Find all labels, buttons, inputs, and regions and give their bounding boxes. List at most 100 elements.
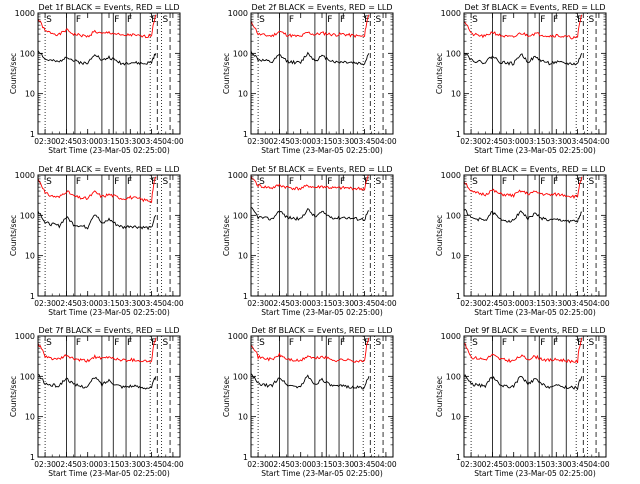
series-line (37, 337, 157, 363)
x-tick-label: 03:00 (503, 299, 525, 308)
x-axis-label: Start Time (23-Mar-05 02:25:00) (261, 469, 383, 478)
y-tick-label: 100 (20, 211, 35, 220)
x-tick-label: 03:45 (141, 299, 163, 308)
x-tick-label: 04:00 (375, 299, 397, 308)
series-line (463, 176, 583, 199)
y-tick-label: 100 (20, 49, 35, 58)
event-marker-label: F (540, 15, 545, 25)
x-tick-label: 03:15 (98, 299, 120, 308)
event-marker-label: F (76, 177, 81, 187)
series-line (37, 210, 157, 231)
event-marker-label: S (472, 15, 478, 25)
event-marker-label: F (114, 177, 119, 187)
plot-frame (250, 174, 394, 297)
x-tick-label: 03:45 (141, 137, 163, 146)
y-tick-label: 10 (451, 413, 461, 422)
x-tick-label: 03:30 (332, 299, 354, 308)
event-marker-label: S (259, 338, 265, 348)
x-tick-label: 03:00 (290, 460, 312, 469)
y-tick-label: 10 (238, 90, 248, 99)
event-marker-label: S (472, 177, 478, 187)
x-tick-label: 03:45 (354, 299, 376, 308)
event-marker-label: F (127, 338, 132, 348)
y-tick-label: 1000 (228, 332, 248, 341)
event-marker-label: F (327, 338, 332, 348)
series-line (250, 50, 370, 66)
series-line (463, 52, 583, 66)
plot-frame (463, 174, 607, 297)
series-line (250, 14, 370, 39)
y-tick-label: 1000 (441, 171, 461, 180)
x-tick-label: 03:45 (141, 460, 163, 469)
plot-frame (37, 335, 181, 458)
event-marker-label: S (472, 338, 478, 348)
y-axis-label: Counts/sec (9, 376, 18, 417)
y-tick-label: 1000 (228, 171, 248, 180)
x-tick-label: 03:15 (311, 460, 333, 469)
event-marker-label: F (340, 15, 345, 25)
event-marker-label: S (46, 177, 52, 187)
x-tick-label: 02:45 (56, 137, 78, 146)
y-tick-label: 100 (446, 211, 461, 220)
y-axis-label: Counts/sec (222, 215, 231, 256)
event-marker-label: S (589, 177, 595, 187)
x-tick-label: 03:30 (119, 137, 141, 146)
x-tick-label: 02:45 (482, 460, 504, 469)
event-marker-label: F (502, 15, 507, 25)
event-marker-label: S (46, 338, 52, 348)
series-line (250, 174, 370, 192)
y-axis-label: Counts/sec (222, 53, 231, 94)
y-tick-label: 100 (446, 49, 461, 58)
x-tick-label: 02:45 (482, 137, 504, 146)
y-axis-label: Counts/sec (222, 376, 231, 417)
y-tick-label: 1000 (15, 332, 35, 341)
x-tick-label: 03:15 (524, 137, 546, 146)
panel-title: Det 4f BLACK = Events, RED = LLD (38, 165, 179, 174)
x-axis-label: Start Time (23-Mar-05 02:25:00) (48, 469, 170, 478)
x-tick-label: 02:45 (269, 137, 291, 146)
x-axis-label: Start Time (23-Mar-05 02:25:00) (474, 308, 596, 317)
x-tick-label: 02:45 (269, 460, 291, 469)
event-marker-label: F (76, 338, 81, 348)
y-axis-label: Counts/sec (435, 376, 444, 417)
x-tick-label: 03:45 (354, 137, 376, 146)
x-tick-label: 03:30 (332, 460, 354, 469)
event-marker-label: S (259, 15, 265, 25)
x-axis-label: Start Time (23-Mar-05 02:25:00) (474, 469, 596, 478)
x-tick-label: 04:00 (588, 137, 610, 146)
x-tick-label: 02:30 (34, 299, 56, 308)
y-tick-label: 1000 (228, 9, 248, 18)
y-tick-label: 100 (233, 211, 248, 220)
y-tick-label: 1 (30, 292, 35, 301)
y-tick-label: 10 (451, 252, 461, 261)
x-tick-label: 02:30 (460, 299, 482, 308)
panel-title: Det 6f BLACK = Events, RED = LLD (464, 165, 605, 174)
y-tick-label: 1000 (15, 171, 35, 180)
y-tick-label: 100 (233, 49, 248, 58)
x-tick-label: 02:45 (269, 299, 291, 308)
event-marker-label: S (163, 15, 169, 25)
y-tick-label: 10 (25, 90, 35, 99)
x-tick-label: 02:45 (56, 299, 78, 308)
y-tick-label: 1000 (441, 9, 461, 18)
x-tick-label: 02:30 (460, 460, 482, 469)
panel-title: Det 9f BLACK = Events, RED = LLD (464, 326, 605, 335)
y-tick-label: 1 (243, 130, 248, 139)
event-marker-label: F (114, 15, 119, 25)
series-line (37, 176, 157, 204)
y-tick-label: 1 (456, 453, 461, 462)
x-tick-label: 04:00 (162, 460, 184, 469)
x-tick-label: 03:45 (567, 460, 589, 469)
x-tick-label: 04:00 (162, 299, 184, 308)
event-marker-label: F (553, 177, 558, 187)
event-marker-label: F (127, 177, 132, 187)
event-marker-label: S (259, 177, 265, 187)
event-marker-label: S (589, 338, 595, 348)
